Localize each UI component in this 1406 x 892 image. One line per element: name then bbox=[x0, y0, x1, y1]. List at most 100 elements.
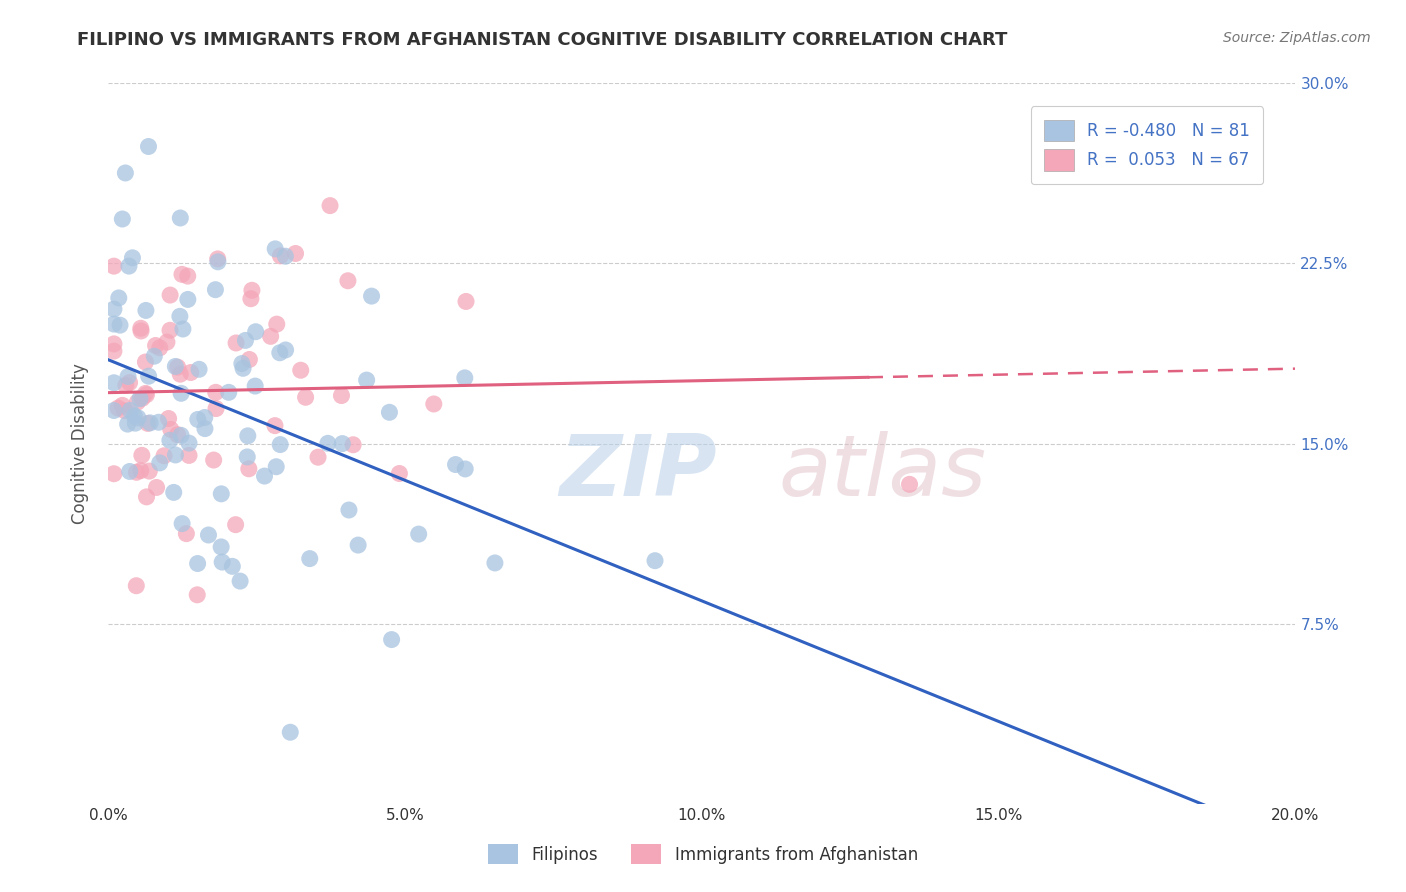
Point bbox=[159, 288, 181, 302]
Point bbox=[211, 555, 233, 569]
Point bbox=[165, 359, 187, 374]
Point bbox=[165, 448, 187, 462]
Point bbox=[209, 540, 232, 554]
Point bbox=[378, 405, 401, 419]
Point bbox=[186, 588, 208, 602]
Point bbox=[180, 366, 202, 380]
Text: Source: ZipAtlas.com: Source: ZipAtlas.com bbox=[1223, 31, 1371, 45]
Point bbox=[121, 251, 143, 265]
Point bbox=[229, 574, 252, 588]
Point bbox=[194, 410, 217, 425]
Point bbox=[135, 387, 157, 401]
Point bbox=[232, 361, 254, 376]
Point bbox=[269, 437, 291, 451]
Point bbox=[177, 449, 200, 463]
Point bbox=[188, 362, 211, 376]
Point bbox=[125, 465, 148, 479]
Point bbox=[103, 344, 125, 359]
Point bbox=[127, 410, 149, 425]
Point bbox=[170, 386, 193, 401]
Point bbox=[176, 526, 198, 541]
Point bbox=[136, 417, 159, 431]
Point bbox=[336, 274, 359, 288]
Point bbox=[898, 477, 921, 491]
Point bbox=[145, 338, 167, 352]
Point bbox=[278, 725, 301, 739]
Point bbox=[444, 458, 467, 472]
Point bbox=[253, 469, 276, 483]
Point bbox=[103, 337, 125, 351]
Point bbox=[294, 390, 316, 404]
Point bbox=[108, 318, 131, 333]
Point bbox=[284, 246, 307, 260]
Point bbox=[117, 369, 139, 384]
Point bbox=[332, 436, 354, 450]
Point bbox=[159, 434, 181, 448]
Point bbox=[177, 269, 200, 284]
Point bbox=[125, 579, 148, 593]
Point bbox=[103, 467, 125, 481]
Text: FILIPINO VS IMMIGRANTS FROM AFGHANISTAN COGNITIVE DISABILITY CORRELATION CHART: FILIPINO VS IMMIGRANTS FROM AFGHANISTAN … bbox=[77, 31, 1008, 49]
Point bbox=[170, 428, 193, 442]
Point bbox=[169, 367, 191, 381]
Point bbox=[153, 449, 176, 463]
Point bbox=[388, 467, 411, 481]
Point bbox=[269, 249, 291, 263]
Point bbox=[103, 259, 125, 273]
Point bbox=[259, 329, 281, 343]
Text: atlas: atlas bbox=[779, 431, 987, 514]
Point bbox=[129, 392, 152, 406]
Point bbox=[159, 323, 181, 337]
Point bbox=[240, 283, 263, 297]
Point bbox=[169, 310, 191, 324]
Point bbox=[124, 409, 146, 423]
Point bbox=[134, 355, 156, 369]
Point bbox=[103, 301, 125, 316]
Point bbox=[204, 283, 226, 297]
Point bbox=[187, 557, 209, 571]
Point bbox=[111, 212, 134, 227]
Point bbox=[225, 336, 247, 351]
Point bbox=[131, 392, 153, 406]
Point bbox=[342, 438, 364, 452]
Point bbox=[148, 415, 170, 429]
Point bbox=[264, 418, 287, 433]
Point bbox=[298, 551, 321, 566]
Point bbox=[138, 464, 160, 478]
Point bbox=[316, 436, 339, 450]
Point bbox=[117, 417, 139, 431]
Point bbox=[118, 465, 141, 479]
Point bbox=[157, 411, 180, 425]
Point bbox=[135, 490, 157, 504]
Point bbox=[114, 166, 136, 180]
Point bbox=[484, 556, 506, 570]
Point bbox=[138, 369, 160, 384]
Point bbox=[209, 487, 232, 501]
Point bbox=[194, 422, 217, 436]
Point bbox=[238, 462, 260, 476]
Point bbox=[172, 322, 194, 336]
Point bbox=[135, 386, 157, 401]
Point bbox=[129, 464, 152, 478]
Point bbox=[103, 403, 125, 417]
Point bbox=[207, 252, 229, 266]
Point bbox=[454, 371, 477, 385]
Point bbox=[238, 352, 260, 367]
Point bbox=[225, 517, 247, 532]
Point bbox=[381, 632, 404, 647]
Point bbox=[408, 527, 430, 541]
Point bbox=[337, 503, 360, 517]
Point bbox=[236, 450, 259, 464]
Point bbox=[360, 289, 382, 303]
Point bbox=[307, 450, 329, 465]
Point bbox=[103, 376, 125, 390]
Point bbox=[124, 416, 146, 430]
Point bbox=[107, 291, 129, 305]
Point bbox=[143, 349, 166, 363]
Point bbox=[266, 317, 288, 331]
Point bbox=[129, 321, 152, 335]
Point bbox=[330, 388, 353, 402]
Point bbox=[114, 403, 136, 417]
Point bbox=[138, 139, 160, 153]
Point bbox=[177, 293, 200, 307]
